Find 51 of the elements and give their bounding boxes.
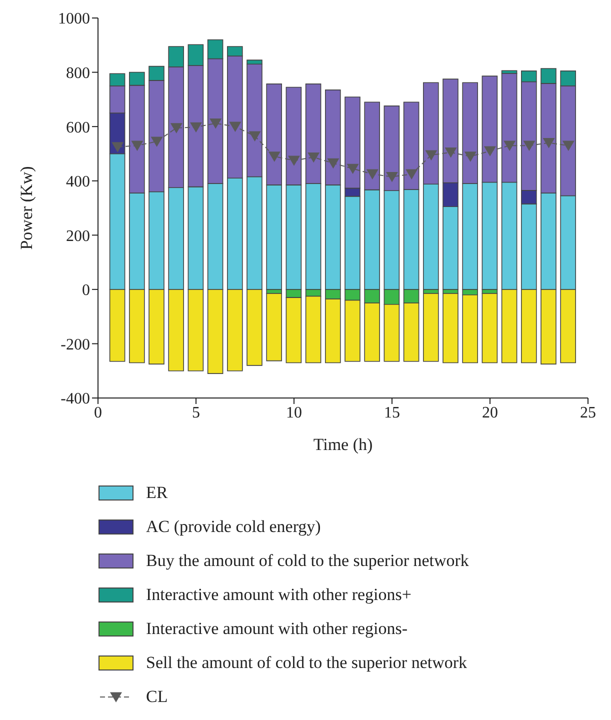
x-axis-title: Time (h) (313, 435, 373, 454)
y-tick-label: 0 (82, 282, 90, 300)
point (484, 146, 496, 156)
point (523, 140, 536, 151)
bar (442, 293, 458, 364)
x-tick-label: 15 (384, 404, 400, 422)
legend-label: Interactive amount with other regions- (146, 619, 408, 639)
point (504, 140, 516, 151)
point (190, 122, 202, 133)
point (542, 138, 555, 148)
point (112, 142, 124, 152)
point (229, 122, 242, 132)
point (268, 152, 280, 162)
point (386, 172, 398, 182)
point (444, 148, 457, 158)
legend-label: ER (146, 483, 168, 503)
point (346, 164, 359, 174)
legend-label: CL (146, 687, 168, 707)
legend-label: AC (provide cold energy) (146, 517, 321, 537)
point (210, 118, 222, 129)
y-tick-label: 800 (66, 64, 90, 82)
point (366, 169, 378, 180)
point (562, 140, 574, 151)
y-tick-label: 1000 (58, 10, 90, 28)
x-tick-label: 25 (580, 404, 596, 422)
y-tick-label: -400 (60, 390, 90, 408)
point (327, 158, 340, 169)
point (150, 136, 163, 147)
x-tick-label: 20 (482, 404, 498, 422)
point (308, 152, 320, 163)
y-tick-label: 600 (66, 119, 90, 136)
legend-label: Interactive amount with other regions+ (146, 585, 412, 605)
bar (423, 293, 439, 362)
legend-label: Buy the amount of cold to the superior network (146, 551, 469, 571)
bar (266, 293, 282, 362)
point (170, 123, 182, 134)
point (406, 169, 418, 180)
y-axis-title: Power (Kw) (17, 166, 36, 250)
x-tick-label: 10 (286, 404, 302, 422)
x-tick-label: 5 (192, 404, 200, 422)
y-tick-label: -200 (60, 336, 90, 354)
point (464, 152, 476, 162)
legend-label: Sell the amount of cold to the superior network (146, 653, 468, 673)
y-tick-label: 200 (66, 228, 90, 245)
y-tick-label: 400 (66, 174, 90, 191)
point (288, 156, 300, 166)
x-tick-label: 0 (94, 404, 102, 422)
point (131, 140, 144, 151)
point (425, 150, 438, 160)
bar (482, 293, 498, 364)
point (248, 131, 261, 142)
